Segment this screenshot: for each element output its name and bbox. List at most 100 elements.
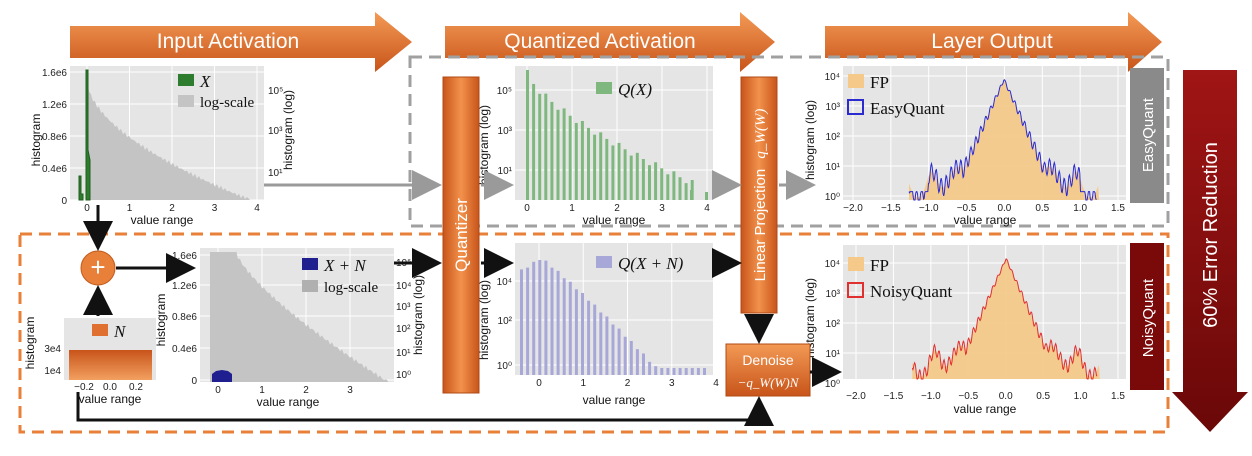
tick-label: −0.5 (958, 391, 978, 402)
tick-label: 1.5 (1111, 391, 1125, 402)
plot2-bar (635, 152, 639, 200)
plot2-bar (550, 101, 554, 200)
plot-quantized-x: Q(X) 10⁵ 10³ 10¹ 0 1 2 3 4 histogram (log) val… (477, 66, 713, 227)
tick-label: 0.2 (129, 382, 143, 393)
tick-label: 10³ (498, 126, 513, 137)
plot2-bar (599, 132, 603, 200)
plot1-legend-swatch-x (178, 74, 194, 86)
tick-label: 0.4e6 (42, 164, 67, 175)
plot6-bar (648, 361, 652, 375)
tick-label: 4 (704, 203, 710, 214)
plot2-bar (532, 83, 536, 200)
plot1-xlabel: value range (131, 213, 194, 227)
plot1-legend-log: log-scale (200, 95, 254, 111)
banner-input-activation: Input Activation (70, 12, 412, 72)
plot7-noisyquant-line (911, 258, 1098, 380)
tick-label: 3 (347, 385, 353, 396)
tick-label: 1e4 (44, 366, 61, 377)
tick-label: 10⁰ (825, 379, 840, 390)
plot6-bar (684, 368, 688, 375)
plot6-bar (617, 328, 621, 375)
plot2-bar (617, 142, 621, 200)
tick-label: 0 (524, 203, 530, 214)
noisyquant-dashed-frame (18, 232, 1170, 434)
plot3-legend-fp: FP (870, 73, 889, 92)
tick-label: 1.0 (1073, 203, 1087, 214)
error-reduction-label: 60% Error Reduction (1200, 142, 1222, 328)
plot2-ylabel: histogram (log) (477, 105, 491, 185)
plot2-bar (629, 155, 633, 200)
banner-input-activation-label: Input Activation (157, 30, 299, 53)
tick-label: 10⁵ (497, 86, 512, 97)
tick-label: 1.2e6 (172, 281, 197, 292)
plot-noise: N 3e4 1e4 −0.2 0.0 0.2 histogram value rang… (23, 317, 156, 406)
plot-easyquant-output: FP EasyQuant 10⁴ 10³ 10² 10¹ 10⁰ −2.0 −1.5 −1.… (803, 66, 1164, 227)
plot3-easyquant-line (908, 79, 1097, 201)
easyquant-dashed-frame (408, 55, 1170, 228)
plot6-bar (635, 349, 639, 375)
plot7-xlabel: value range (954, 402, 1017, 416)
plot2-bar (641, 159, 645, 200)
tick-label: 10¹ (268, 168, 283, 179)
plot2-x-ticks: 0 1 2 3 4 (524, 203, 710, 214)
tick-label: 2 (614, 203, 620, 214)
plot6-x-ticks: 0 1 2 3 4 (536, 378, 719, 389)
tick-label: 3 (669, 378, 675, 389)
plot6-ylabel: histogram (log) (477, 280, 491, 360)
tick-label: 2 (303, 385, 309, 396)
tick-label: 3 (212, 203, 218, 214)
arrow-noise-to-denoise (76, 392, 774, 426)
plot6-bar (587, 300, 591, 375)
plot2-bar (568, 115, 572, 200)
tick-label: −0.2 (74, 382, 94, 393)
plot4-noise-fill (69, 350, 152, 380)
plot3-legend-eq: EasyQuant (870, 99, 945, 118)
tick-label: 0.0 (997, 203, 1011, 214)
plot3-legend-swatch-fp (848, 74, 864, 88)
plot6-bar (556, 270, 560, 375)
plot6-bar (562, 278, 566, 375)
plot6-legend: Q(X + N) (618, 254, 684, 273)
plot6-bars (520, 260, 706, 375)
tick-label: 10⁰ (825, 192, 840, 203)
plot4-x-ticks: −0.2 0.0 0.2 (74, 382, 143, 393)
tick-label: 10² (826, 132, 841, 143)
plot1-legend-x: X (199, 72, 211, 91)
plot2-bar (666, 174, 670, 200)
plot2-bar (623, 149, 627, 200)
tick-label: 4 (254, 203, 260, 214)
tick-label: 1.5 (1111, 203, 1125, 214)
tick-label: 1 (127, 203, 133, 214)
plot5-legend-xn: X + N (323, 256, 367, 275)
plot6-legend-swatch (596, 256, 612, 268)
plot2-bar (544, 93, 548, 200)
tick-label: 10⁴ (497, 277, 512, 288)
plot6-bar (550, 267, 554, 375)
plot2-bar (593, 134, 597, 200)
plot6-bar (599, 312, 603, 375)
plot7-ylabel: histogram (log) (803, 278, 817, 358)
plot6-bar (520, 269, 523, 375)
plot6-bar (581, 292, 584, 375)
plot7-legend-nq: NoisyQuant (870, 282, 952, 301)
plot1-y-ticks: 1.6e6 1.2e6 0.8e6 0.4e6 0 (42, 68, 67, 207)
plot4-legend-swatch (92, 324, 108, 336)
plot-quantized-x-plus-noise: Q(X + N) 10⁴ 10² 10⁰ 0 1 2 3 4 histogram (log)… (477, 243, 719, 407)
plot2-bar (556, 109, 560, 200)
plot3-legend-swatch-eq (847, 99, 864, 115)
tick-label: 10² (826, 319, 841, 330)
tick-label: 0 (84, 203, 90, 214)
tick-label: 0 (191, 376, 197, 387)
plot2-bars (526, 70, 708, 200)
tick-label: 1.6e6 (42, 68, 67, 79)
easyquant-side-label: EasyQuant (1140, 97, 1157, 172)
plot7-legend-swatch-fp (848, 257, 864, 271)
tick-label: 1 (580, 378, 586, 389)
plot6-y-ticks: 10⁴ 10² 10⁰ (497, 277, 513, 372)
tick-label: 1.2e6 (42, 100, 67, 111)
plot2-bar (672, 171, 676, 200)
plot5-legend-swatch-xn (302, 258, 318, 270)
